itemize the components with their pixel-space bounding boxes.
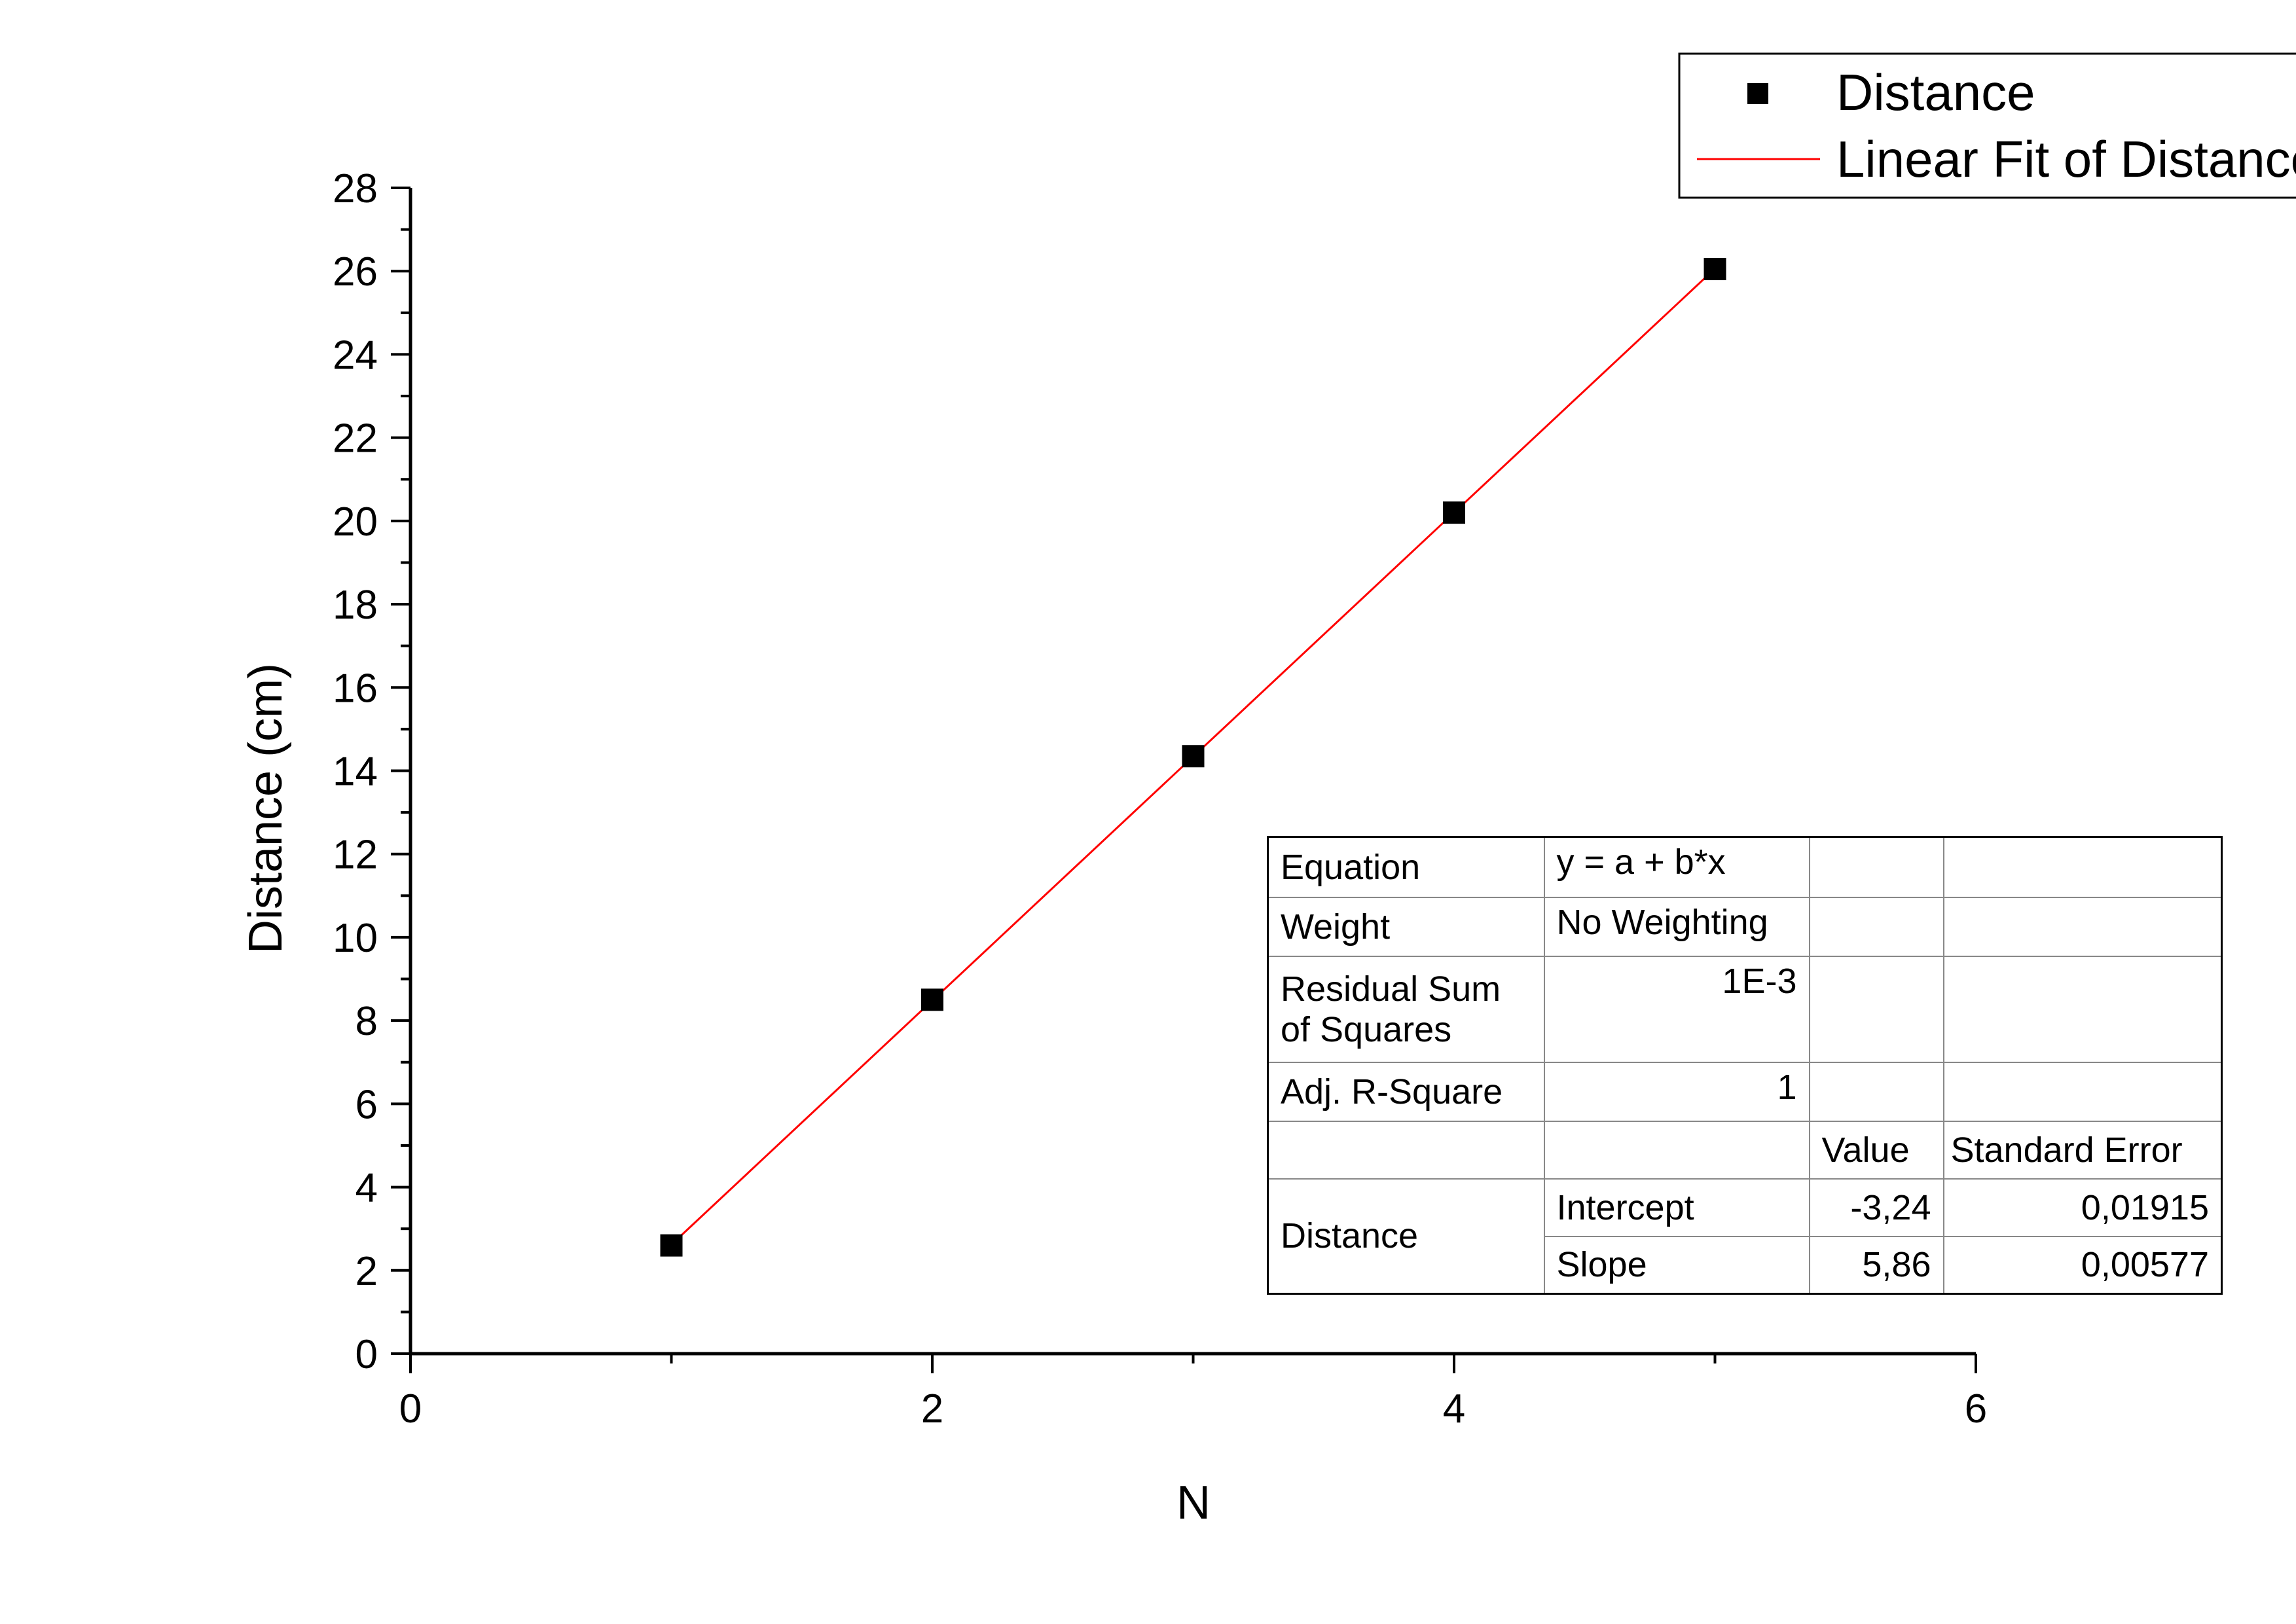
y-tick-label: 16 (333, 666, 378, 711)
table-row: Adj. R-Square 1 (1267, 1061, 2223, 1122)
table-row: Value Standard Error (1267, 1120, 2223, 1180)
data-point (1182, 745, 1205, 768)
y-tick-label: 2 (355, 1249, 378, 1294)
y-tick-label: 0 (355, 1332, 378, 1377)
y-tick-label: 4 (355, 1166, 378, 1211)
value-header: Value (1808, 1120, 1944, 1180)
equation-label: Equation (1267, 836, 1545, 898)
x-axis: 0 2 4 6 (399, 1352, 1987, 1432)
y-tick-label: 20 (333, 499, 378, 545)
data-point (921, 988, 943, 1011)
y-axis-label: Distance (cm) (240, 663, 292, 954)
table-row: Weight No Weighting (1267, 896, 2223, 957)
fit-results-table: Equation y = a + b*x Weight No Weighting… (1267, 836, 2223, 1295)
x-axis-label: N (1176, 1477, 1211, 1529)
rss-value: 1E-3 (1543, 955, 1810, 1063)
table-row: Distance Intercept -3,24 0,01915 (1267, 1178, 2223, 1295)
plot-area (660, 258, 1726, 1257)
table-row: Residual Sum of Squares 1E-3 (1267, 955, 2223, 1063)
rss-label: Residual Sum of Squares (1267, 955, 1545, 1063)
data-point (1704, 258, 1726, 281)
y-tick-label: 26 (333, 249, 378, 295)
y-tick-label: 22 (333, 416, 378, 461)
y-tick-label: 24 (333, 333, 378, 378)
adj-r-square-label: Adj. R-Square (1267, 1061, 1545, 1122)
group-label: Distance (1267, 1178, 1545, 1295)
y-tick-label: 18 (333, 583, 378, 628)
weight-label: Weight (1267, 896, 1545, 957)
legend-marker-distance (1747, 83, 1768, 104)
intercept-label: Intercept (1543, 1178, 1810, 1237)
intercept-error: 0,01915 (1942, 1178, 2223, 1237)
legend: Distance Linear Fit of Distance (1678, 52, 2296, 199)
y-tick-label: 10 (333, 916, 378, 961)
legend-box (1678, 52, 2296, 199)
data-point (660, 1234, 683, 1257)
intercept-value: -3,24 (1808, 1178, 1944, 1237)
data-point (1443, 501, 1465, 524)
adj-r-square-value: 1 (1543, 1061, 1810, 1122)
x-tick-label: 0 (399, 1386, 422, 1432)
y-tick-label: 14 (333, 749, 378, 795)
table-row: Slope 5,86 0,00577 (1268, 1235, 2223, 1295)
legend-label-fit: Linear Fit of Distance (1836, 130, 2296, 188)
slope-value: 5,86 (1808, 1235, 1944, 1295)
y-tick-label: 28 (333, 166, 378, 211)
standard-error-header: Standard Error (1942, 1120, 2223, 1180)
table-row: Equation y = a + b*x (1267, 836, 2223, 898)
y-tick-label: 8 (355, 999, 378, 1044)
legend-label-distance: Distance (1836, 63, 2035, 121)
equation-value: y = a + b*x (1543, 836, 1810, 898)
x-tick-label: 4 (1443, 1386, 1465, 1432)
slope-error: 0,00577 (1942, 1235, 2223, 1295)
y-tick-label: 6 (355, 1082, 378, 1127)
x-tick-label: 2 (921, 1386, 943, 1432)
y-tick-label: 12 (333, 833, 378, 878)
weight-value: No Weighting (1543, 896, 1810, 957)
x-tick-label: 6 (1965, 1386, 1987, 1432)
slope-label: Slope (1543, 1235, 1810, 1295)
